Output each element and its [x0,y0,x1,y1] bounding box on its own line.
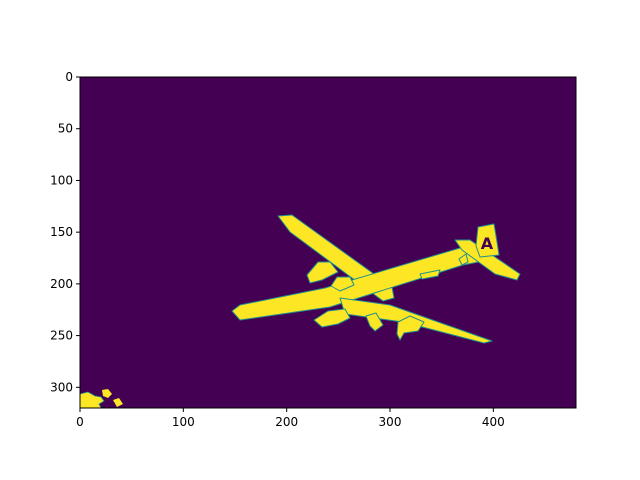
airplane-engine [330,276,355,292]
x-tick-label: 0 [76,415,84,429]
plot-frame [79,76,577,409]
airplane-nose [313,308,351,328]
y-tick-label: 200 [50,277,73,291]
x-tick-label: 200 [275,415,298,429]
airplane-tail-fin [475,223,500,258]
y-axis: 0 50 100 150 200 250 300 [50,70,80,394]
airplane-engine [365,312,384,332]
mask-layer: A [79,214,521,409]
airplane-stabilizer [454,239,521,281]
bottom-left-fragment [102,389,112,398]
airplane-silhouette [231,214,521,344]
tail-letter: A [481,234,494,253]
airplane-engine [396,315,425,341]
x-tick-label: 300 [379,415,402,429]
y-tick-label: 150 [50,225,73,239]
bottom-left-fragment [113,398,123,407]
airplane-fragment [458,253,469,266]
x-axis: 0 100 200 300 400 [76,408,505,429]
y-tick-label: 100 [50,173,73,187]
airplane-fragment [419,269,441,280]
y-tick-label: 0 [65,70,73,84]
y-tick-label: 50 [58,122,73,136]
x-tick-label: 400 [482,415,505,429]
x-tick-label: 100 [172,415,195,429]
y-tick-label: 300 [50,380,73,394]
y-tick-label: 250 [50,329,73,343]
airplane-engine [306,261,339,284]
